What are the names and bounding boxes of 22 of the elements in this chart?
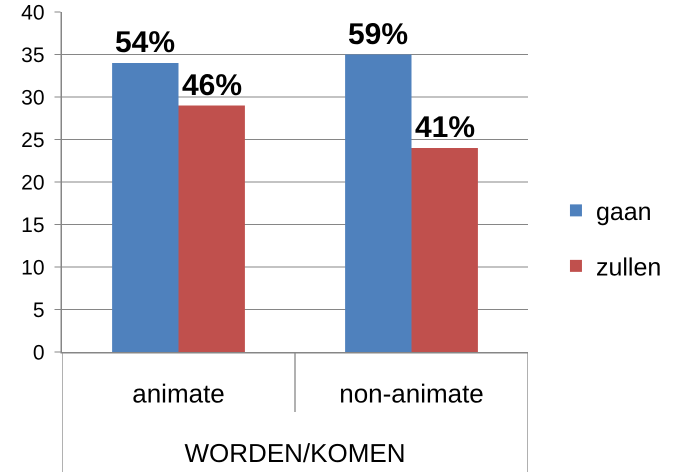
bar: [112, 63, 178, 352]
y-tick-label: 30: [21, 86, 44, 110]
y-tick-label: 35: [21, 44, 44, 67]
y-tick-label: 0: [32, 341, 44, 364]
y-tick-label: 10: [21, 256, 44, 280]
legend-label: zullen: [596, 254, 662, 282]
y-tick-label: 25: [21, 128, 44, 152]
annotation: 41%: [415, 111, 476, 144]
y-tick-label: 5: [32, 298, 44, 322]
bar: [178, 106, 245, 352]
x-tick-label: non-animate: [339, 378, 484, 408]
bar: [345, 54, 412, 352]
y-tick-label: 20: [21, 171, 44, 194]
bar: [412, 148, 478, 352]
x-tick-label: animate: [132, 378, 225, 408]
y-tick-label: 40: [21, 1, 44, 24]
annotation: 54%: [115, 26, 176, 59]
annotation: 59%: [348, 18, 408, 51]
annotation: 46%: [182, 69, 242, 102]
x-axis-title: WORDEN/KOMEN: [184, 438, 406, 468]
legend-label: gaan: [596, 198, 652, 226]
y-tick-label: 15: [21, 214, 44, 237]
